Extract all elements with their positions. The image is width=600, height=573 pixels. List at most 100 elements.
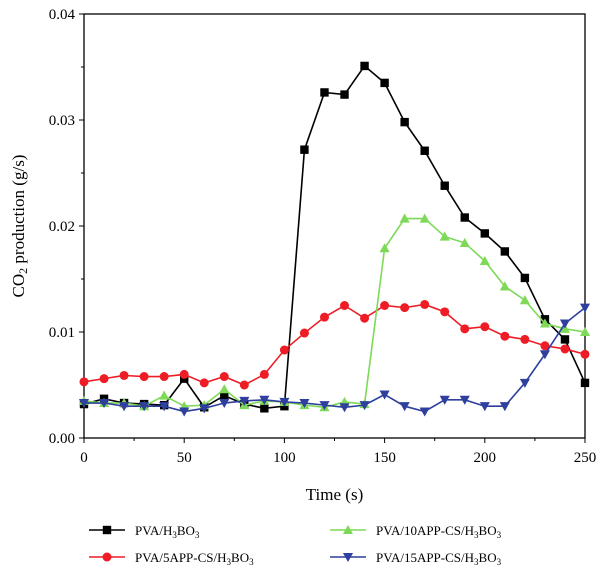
series-line bbox=[83, 217, 586, 409]
data-point bbox=[519, 378, 530, 388]
data-point bbox=[340, 301, 350, 310]
data-point bbox=[219, 384, 230, 394]
data-point bbox=[220, 391, 229, 400]
legend-label: PVA/5APP-CS/H3BO3 bbox=[135, 550, 254, 567]
data-point bbox=[399, 402, 410, 412]
data-point bbox=[139, 402, 150, 412]
data-point bbox=[380, 301, 390, 310]
data-point bbox=[99, 398, 110, 409]
data-point bbox=[540, 341, 550, 351]
y-tick-label: 0.00 bbox=[49, 431, 75, 447]
series-3 bbox=[78, 213, 591, 412]
data-point bbox=[119, 370, 129, 380]
data-point bbox=[219, 372, 229, 382]
x-axis-title: Time (s) bbox=[306, 485, 363, 504]
data-point bbox=[379, 243, 390, 253]
data-point bbox=[260, 404, 269, 413]
data-point bbox=[279, 345, 289, 355]
y-axis-title: CO2 production (g/s) bbox=[9, 155, 30, 298]
legend-marker bbox=[342, 524, 354, 535]
data-point bbox=[480, 229, 489, 238]
data-point bbox=[479, 255, 490, 266]
series-2 bbox=[79, 299, 590, 390]
legend-marker bbox=[102, 525, 112, 535]
data-point bbox=[399, 213, 410, 223]
data-point bbox=[99, 374, 109, 384]
y-tick-label: 0.02 bbox=[49, 219, 75, 235]
data-point bbox=[319, 401, 330, 411]
x-tick-label: 50 bbox=[177, 450, 192, 466]
data-point bbox=[499, 402, 510, 412]
data-point bbox=[340, 90, 349, 99]
data-point bbox=[360, 313, 370, 323]
data-point bbox=[440, 307, 450, 317]
data-point bbox=[159, 372, 169, 382]
data-point bbox=[560, 335, 570, 344]
x-tick-label: 200 bbox=[474, 450, 497, 466]
data-point bbox=[400, 117, 409, 127]
series-line bbox=[83, 303, 586, 386]
legend-item: PVA/5APP-CS/H3BO3 bbox=[89, 550, 254, 567]
data-point bbox=[380, 78, 389, 88]
data-point bbox=[159, 402, 170, 412]
data-point bbox=[500, 331, 510, 341]
data-point bbox=[259, 369, 269, 379]
data-point bbox=[320, 88, 329, 97]
data-point bbox=[139, 372, 149, 382]
data-point bbox=[520, 273, 530, 283]
y-tick-label: 0.04 bbox=[49, 7, 76, 23]
data-point bbox=[379, 390, 390, 400]
series-4 bbox=[78, 303, 591, 417]
legend-marker bbox=[342, 552, 354, 563]
data-point bbox=[539, 350, 550, 360]
x-tick-label: 150 bbox=[373, 450, 396, 466]
legend-label: PVA/H3BO3 bbox=[135, 523, 200, 540]
x-tick-label: 100 bbox=[273, 450, 296, 466]
data-point bbox=[480, 322, 490, 332]
legend-item: PVA/10APP-CS/H3BO3 bbox=[330, 523, 502, 540]
data-point bbox=[400, 303, 410, 313]
legend-item: PVA/H3BO3 bbox=[89, 523, 200, 540]
data-point bbox=[339, 403, 350, 413]
y-tick-label: 0.03 bbox=[49, 113, 75, 129]
data-point bbox=[539, 318, 550, 328]
data-point bbox=[199, 378, 209, 388]
data-point bbox=[119, 402, 130, 412]
data-point bbox=[479, 402, 490, 412]
data-point bbox=[460, 324, 470, 334]
data-point bbox=[299, 398, 310, 409]
data-point bbox=[179, 369, 189, 379]
legend: PVA/H3BO3 PVA/5APP-CS/H3BO3 PVA/10APP-CS/H… bbox=[89, 523, 502, 567]
data-point bbox=[79, 377, 89, 387]
data-point bbox=[219, 398, 230, 409]
data-point bbox=[239, 380, 249, 390]
data-point bbox=[519, 295, 530, 305]
data-point bbox=[459, 237, 470, 247]
legend-label: PVA/15APP-CS/H3BO3 bbox=[376, 550, 502, 567]
data-point bbox=[279, 397, 290, 407]
y-axis-ticks: 0.00 0.01 0.02 0.03 0.04 bbox=[49, 7, 84, 447]
data-point bbox=[159, 390, 170, 400]
data-point bbox=[179, 407, 190, 417]
data-point bbox=[580, 378, 590, 388]
data-point bbox=[420, 299, 430, 309]
data-point bbox=[319, 312, 329, 322]
legend-item: PVA/15APP-CS/H3BO3 bbox=[330, 550, 502, 567]
x-tick-label: 0 bbox=[80, 450, 88, 466]
data-point bbox=[259, 395, 270, 405]
data-point bbox=[579, 326, 591, 337]
data-point bbox=[239, 396, 250, 406]
series-layer bbox=[78, 61, 591, 417]
plot-frame bbox=[83, 13, 586, 439]
data-point bbox=[419, 213, 430, 223]
data-point bbox=[359, 401, 370, 411]
series-1 bbox=[79, 61, 590, 413]
data-point bbox=[420, 146, 429, 155]
data-point bbox=[579, 303, 591, 313]
data-point bbox=[580, 349, 590, 359]
data-point bbox=[559, 319, 570, 329]
data-point bbox=[78, 398, 90, 409]
data-point bbox=[300, 145, 309, 154]
data-point bbox=[560, 344, 570, 354]
